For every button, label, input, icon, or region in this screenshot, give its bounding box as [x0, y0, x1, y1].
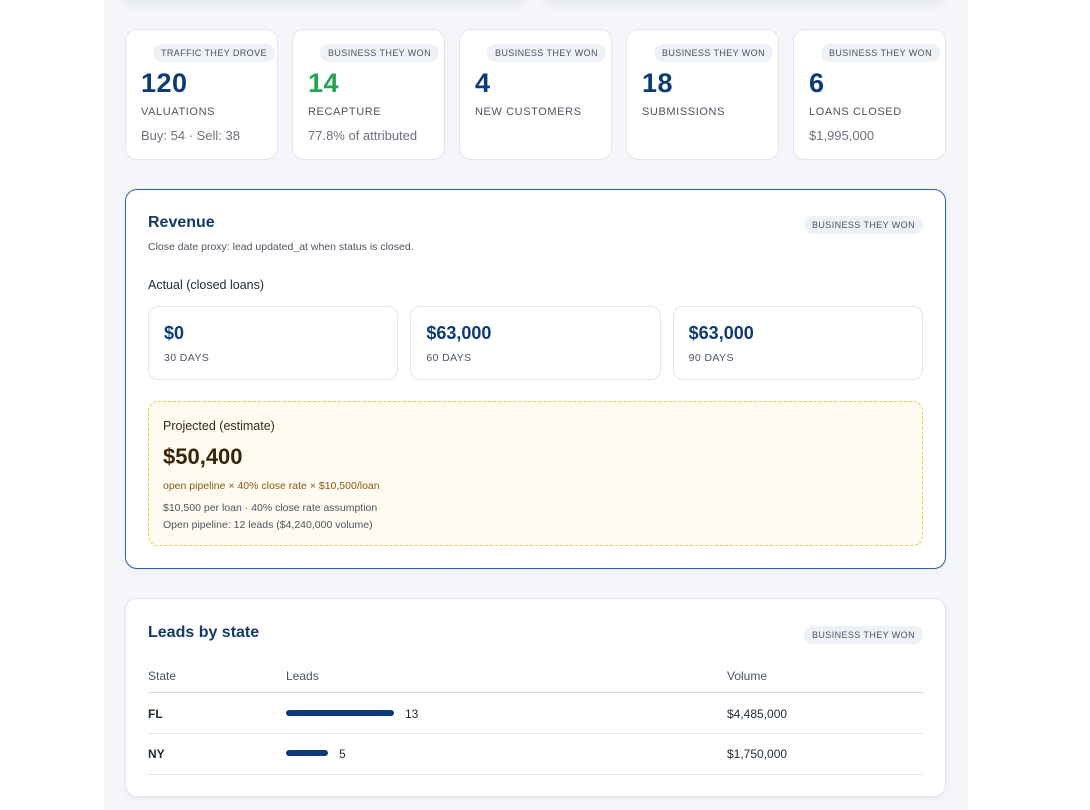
kpi-label: RECAPTURE [308, 106, 382, 118]
kpi-label: VALUATIONS [141, 106, 216, 118]
volume-cell: $1,750,000 [727, 747, 788, 761]
kpi-value: 4 [475, 68, 491, 98]
kpi-card-submissions: BUSINESS THEY WON 18 SUBMISSIONS [626, 29, 779, 160]
kpi-tag: BUSINESS THEY WON [654, 44, 773, 62]
revenue-title: Revenue [148, 214, 215, 231]
leads-bar [286, 750, 328, 756]
kpi-value: 18 [642, 68, 674, 98]
revenue-tag: BUSINESS THEY WON [804, 216, 923, 234]
column-header-leads: Leads [286, 669, 319, 683]
projected-value: $50,400 [163, 444, 243, 469]
dashboard-page: TRAFFIC THEY DROVE 120 VALUATIONS Buy: 5… [104, 0, 968, 810]
projected-title: Projected (estimate) [163, 419, 275, 433]
period-label: 60 DAYS [426, 352, 472, 364]
column-header-state: State [148, 669, 177, 683]
state-cell: FL [148, 707, 163, 721]
period-label: 90 DAYS [688, 352, 734, 364]
leads-by-state-card: Leads by state BUSINESS THEY WON State L… [125, 598, 946, 797]
state-cell: NY [148, 747, 165, 761]
kpi-subtext: 77.8% of attributed [308, 128, 418, 143]
period-value: $63,000 [688, 323, 754, 343]
kpi-card-recapture: BUSINESS THEY WON 14 RECAPTURE 77.8% of … [292, 29, 445, 160]
projected-formula: open pipeline × 40% close rate × $10,500… [163, 480, 380, 492]
kpi-card-loans-closed: BUSINESS THEY WON 6 LOANS CLOSED $1,995,… [793, 29, 946, 160]
kpi-subtext: Buy: 54 · Sell: 38 [141, 128, 240, 143]
kpi-subtext: $1,995,000 [809, 128, 875, 143]
volume-cell: $4,485,000 [727, 707, 788, 721]
revenue-note: Close date proxy: lead updated_at when s… [148, 241, 414, 253]
header-divider [148, 692, 923, 693]
kpi-label: NEW CUSTOMERS [475, 106, 582, 118]
kpi-card-valuations: TRAFFIC THEY DROVE 120 VALUATIONS Buy: 5… [125, 29, 278, 160]
actual-heading: Actual (closed loans) [148, 278, 265, 292]
kpi-tag: BUSINESS THEY WON [821, 44, 940, 62]
kpi-value: 14 [308, 68, 340, 98]
period-card-60-days: $63,000 60 DAYS [410, 306, 661, 380]
kpi-tag: BUSINESS THEY WON [487, 44, 606, 62]
kpi-tag: BUSINESS THEY WON [320, 44, 439, 62]
period-card-90-days: $63,000 90 DAYS [672, 306, 923, 380]
leads-by-state-title: Leads by state [148, 624, 260, 641]
row-divider [148, 733, 923, 734]
period-value: $63,000 [426, 323, 492, 343]
kpi-label: LOANS CLOSED [809, 106, 902, 118]
revenue-card: Revenue BUSINESS THEY WON Close date pro… [125, 189, 946, 569]
row-divider [148, 774, 923, 775]
period-label: 30 DAYS [164, 352, 210, 364]
kpi-row: TRAFFIC THEY DROVE 120 VALUATIONS Buy: 5… [125, 29, 946, 160]
kpi-value: 6 [809, 68, 825, 98]
leads-bar [286, 710, 394, 716]
kpi-tag: TRAFFIC THEY DROVE [153, 44, 275, 62]
projected-pipeline: Open pipeline: 12 leads ($4,240,000 volu… [163, 519, 373, 531]
projected-panel: Projected (estimate) $50,400 open pipeli… [148, 401, 923, 546]
kpi-label: SUBMISSIONS [642, 106, 726, 118]
projected-assumption: $10,500 per loan · 40% close rate assump… [163, 502, 378, 514]
kpi-card-new-customers: BUSINESS THEY WON 4 NEW CUSTOMERS [459, 29, 612, 160]
actual-periods: $0 30 DAYS $63,000 60 DAYS $63,000 90 DA… [148, 306, 923, 380]
column-header-volume: Volume [727, 669, 768, 683]
period-card-30-days: $0 30 DAYS [148, 306, 399, 380]
leads-by-state-tag: BUSINESS THEY WON [804, 626, 923, 644]
period-value: $0 [164, 323, 185, 343]
leads-count: 13 [405, 707, 419, 721]
kpi-value: 120 [141, 68, 188, 98]
leads-count: 5 [339, 747, 346, 761]
